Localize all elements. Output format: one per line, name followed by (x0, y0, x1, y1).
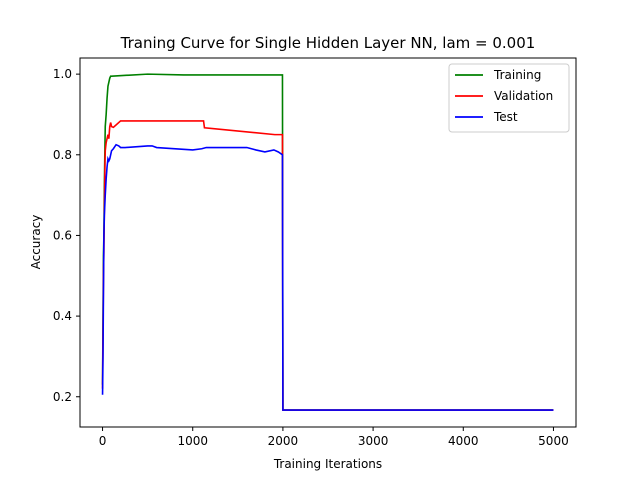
axes-frame (79, 57, 577, 428)
x-axis: 0 1000 2000 3000 4000 5000 (99, 427, 569, 448)
legend-label-test: Test (493, 110, 518, 124)
legend: Training Validation Test (448, 63, 570, 133)
y-tick-label: 1.0 (53, 67, 72, 81)
series-line-test (101, 143, 554, 411)
x-tick-label: 4000 (448, 434, 479, 448)
legend-label-training: Training (493, 68, 541, 82)
x-tick-label: 2000 (268, 434, 299, 448)
y-axis-label: Accuracy (29, 215, 43, 270)
legend-box (448, 63, 570, 133)
chart-title: Traning Curve for Single Hidden Layer NN… (120, 34, 536, 52)
x-tick-label: 0 (99, 434, 107, 448)
y-axis: 0.2 0.4 0.6 0.8 1.0 (53, 67, 80, 404)
legend-label-validation: Validation (494, 89, 553, 103)
y-tick-label: 0.4 (53, 309, 72, 323)
y-tick-label: 0.6 (53, 228, 72, 242)
series-lines (101, 73, 554, 411)
x-tick-label: 5000 (538, 434, 569, 448)
y-tick-label: 0.2 (53, 390, 72, 404)
x-tick-label: 1000 (177, 434, 208, 448)
x-tick-label: 3000 (358, 434, 389, 448)
x-axis-label: Training Iterations (273, 457, 382, 471)
y-tick-label: 0.8 (53, 148, 72, 162)
